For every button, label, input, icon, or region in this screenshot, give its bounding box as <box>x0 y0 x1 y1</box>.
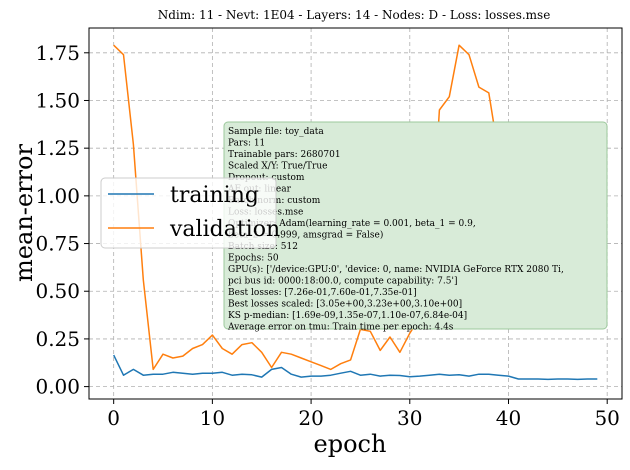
annotation-line: Trainable pars: 2680701 <box>228 150 341 160</box>
annotation-line: Pars: 11 <box>228 139 265 149</box>
y-tick-label: 1.75 <box>35 41 80 65</box>
annotation-line: Optimizer: Adam(learning_rate = 0.001, b… <box>228 218 476 229</box>
y-tick-label: 1.00 <box>35 184 80 208</box>
x-axis-label: epoch <box>314 430 387 458</box>
x-tick-label: 10 <box>200 406 225 430</box>
annotation-line: Sample file: toy_data <box>228 127 324 137</box>
legend-label-training: training <box>170 183 259 208</box>
series-line-training <box>113 354 598 381</box>
y-tick-label: 0.00 <box>35 375 80 399</box>
y-tick-label: 0.75 <box>35 232 80 256</box>
x-tick-label: 40 <box>496 406 521 430</box>
x-tick-label: 50 <box>594 406 619 430</box>
annotation-line: Average error on tmu: Train time per epo… <box>227 323 454 333</box>
y-axis-label: mean-error <box>10 144 38 282</box>
annotation-line: Best losses scaled: [3.05e+00,3.23e+00,3… <box>228 300 462 310</box>
legend <box>100 177 277 249</box>
x-tick-label: 20 <box>298 406 323 430</box>
y-tick-label: 1.25 <box>35 136 80 160</box>
x-tick-label: 0 <box>107 406 120 430</box>
y-tick-label: 1.50 <box>35 88 80 112</box>
chart-title: Ndim: 11 - Nevt: 1E04 - Layers: 14 - Nod… <box>158 8 551 22</box>
annotation-line: beta_2 = 0.999, amsgrad = False) <box>228 230 383 241</box>
annotation-line: pci bus id: 0000:18:00.0, compute capabi… <box>228 277 457 287</box>
x-tick-label: 30 <box>397 406 422 430</box>
axis-ticks: 0 10 20 30 40 50 0.00 0.25 0.50 0.75 1.00 1.25 1.50 1… <box>35 41 619 430</box>
legend-label-validation: validation <box>169 217 280 242</box>
annotation-line: GPU(s): ['/device:GPU:0', 'device: 0, na… <box>228 264 564 275</box>
annotation-line: Scaled X/Y: True/True <box>228 162 327 172</box>
y-tick-label: 0.50 <box>35 279 80 303</box>
plot-frame <box>88 27 623 400</box>
annotation-line: Best losses: [7.26e-01,7.60e-01,7.35e-01… <box>228 288 417 298</box>
annotation-line: Epochs: 50 <box>228 254 279 264</box>
annotation-line: KS p-median: [1.69e-09,1.35e-07,1.10e-07… <box>228 311 467 321</box>
y-tick-label: 0.25 <box>35 327 80 351</box>
